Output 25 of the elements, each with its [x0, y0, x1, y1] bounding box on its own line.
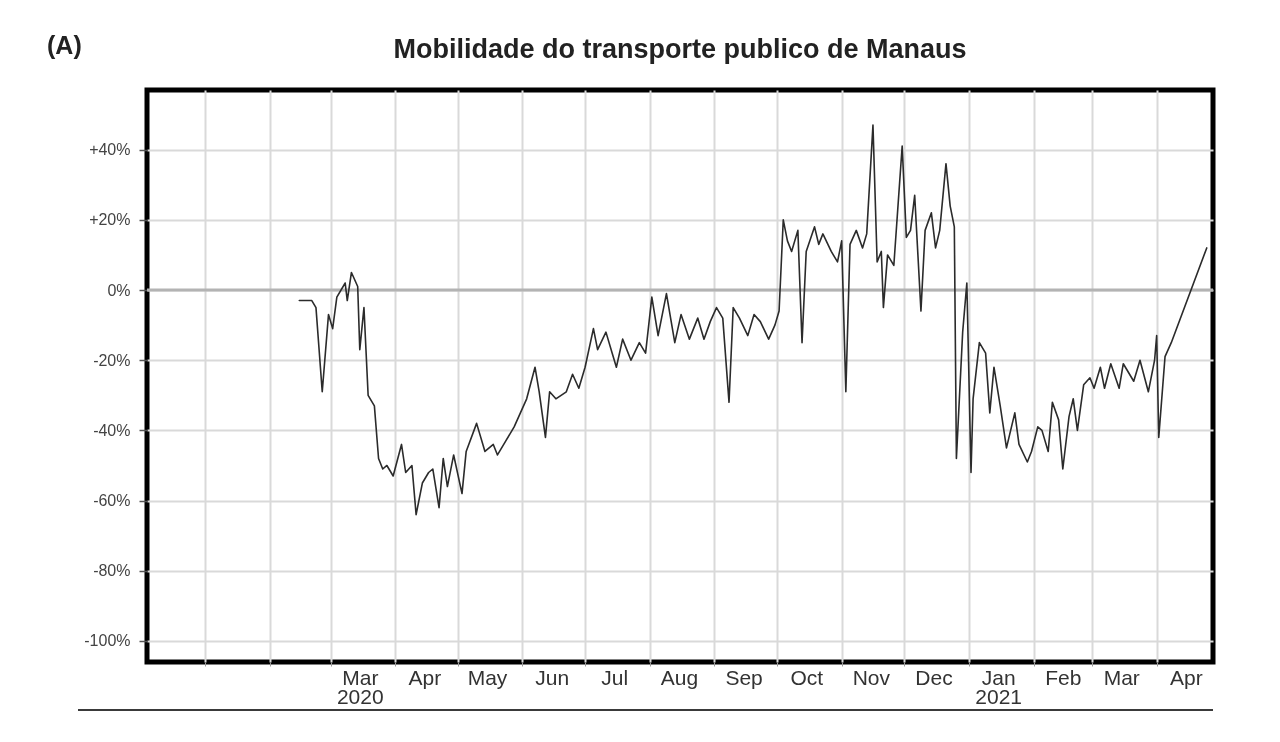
x-tick-label: Mar: [1103, 665, 1140, 689]
x-tick-label: Jul: [601, 665, 629, 689]
x-tick-label: Dec: [915, 665, 953, 689]
y-tick-label: +20%: [89, 211, 131, 229]
x-tick-label: Nov: [852, 665, 891, 689]
y-tick-label: -80%: [93, 562, 131, 580]
x-tick-label: Apr: [1170, 665, 1203, 689]
y-tick-label: 0%: [107, 281, 131, 299]
x-tick-label: May: [467, 665, 508, 689]
x-tick-label: Jun: [535, 665, 570, 689]
chart-title: Mobilidade do transporte publico de Manaus: [393, 34, 967, 64]
x-tick-label: Oct: [790, 665, 824, 689]
y-tick-label: -60%: [93, 492, 131, 510]
y-tick-label: +40%: [89, 141, 131, 159]
x-tick-label: Aug: [660, 665, 699, 689]
x-tick-label: Sep: [725, 665, 763, 689]
y-tick-label: -100%: [84, 632, 131, 650]
text: (A): [47, 31, 82, 59]
x-tick-label: Feb: [1045, 665, 1082, 689]
y-tick-label: -40%: [93, 421, 131, 439]
x-tick-label: Mar 2020: [336, 665, 384, 708]
y-tick-label: -20%: [93, 351, 131, 369]
x-tick-label: Jan 2021: [975, 665, 1022, 708]
line-series: [298, 124, 1208, 516]
x-tick-label: Apr: [408, 665, 442, 689]
